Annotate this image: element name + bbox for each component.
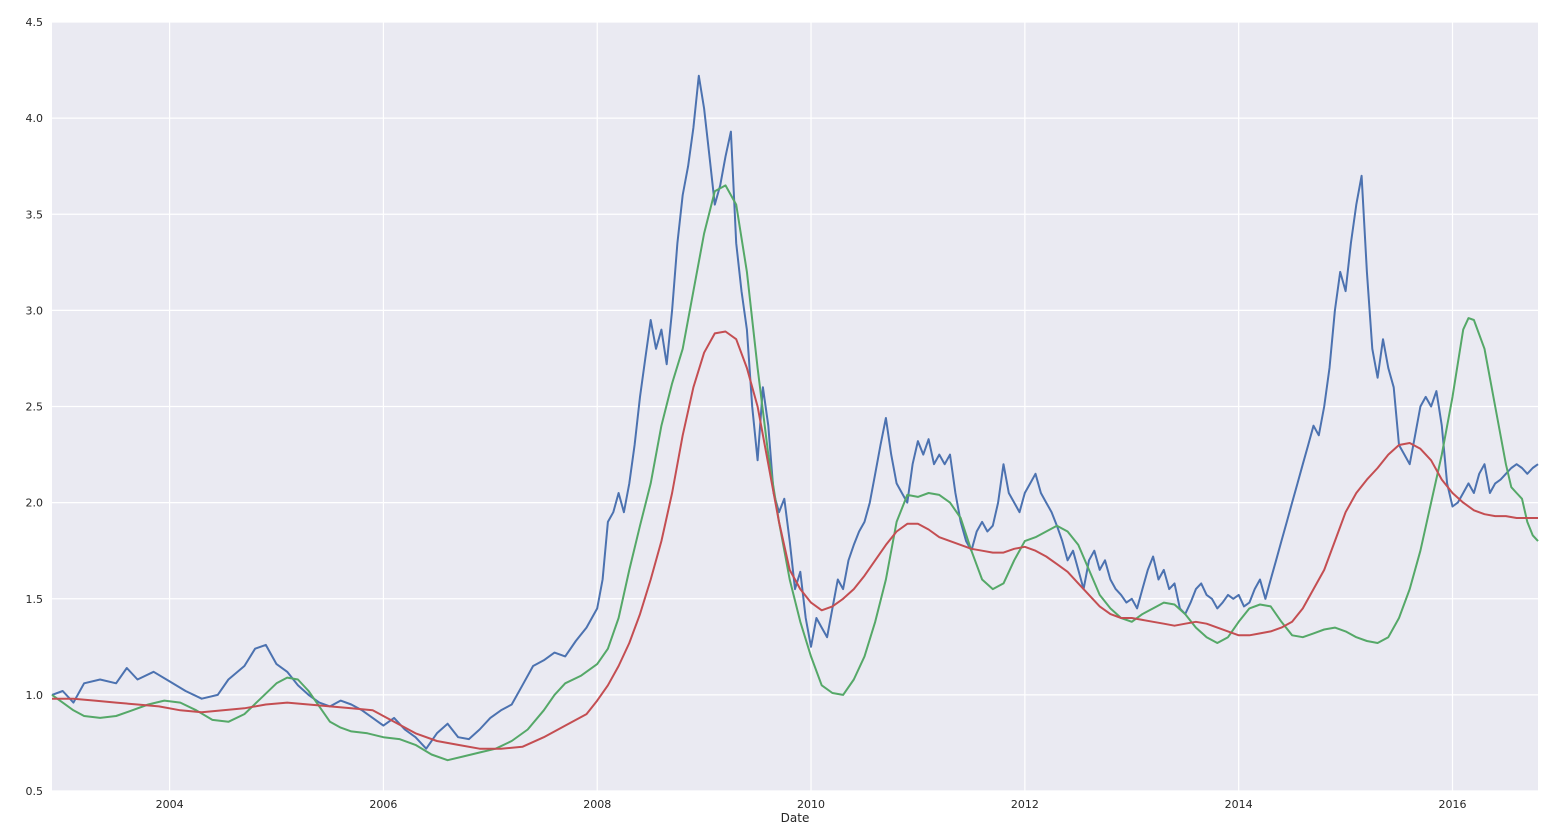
y-tick-label: 1.0 — [26, 689, 44, 702]
y-tick-label: 1.5 — [26, 593, 44, 606]
y-tick-label: 2.0 — [26, 497, 44, 510]
y-tick-label: 4.0 — [26, 112, 44, 125]
series-line-3 — [52, 330, 1538, 750]
y-tick-label: 2.5 — [26, 401, 44, 414]
y-axis-ticks: 0.5 1.0 1.5 2.0 2.5 3.0 3.5 4.0 4.5 — [26, 16, 44, 798]
x-tick-label: 2016 — [1438, 798, 1466, 811]
x-axis-label: Date — [781, 811, 810, 825]
y-tick-label: 0.5 — [26, 785, 44, 798]
x-tick-label: 2012 — [1011, 798, 1039, 811]
x-tick-label: 2004 — [156, 798, 184, 811]
y-tick-label: 4.5 — [26, 16, 44, 29]
series-line-2 — [51, 184, 1539, 762]
series-line-1 — [51, 74, 1539, 750]
x-axis-ticks: 2004 2006 2008 2010 2012 2014 2016 — [156, 798, 1467, 811]
x-tick-label: 2014 — [1225, 798, 1253, 811]
y-tick-label: 3.0 — [26, 304, 44, 317]
series-layer — [51, 74, 1539, 762]
x-tick-label: 2010 — [797, 798, 825, 811]
y-tick-label: 3.5 — [26, 208, 44, 221]
x-tick-label: 2008 — [583, 798, 611, 811]
x-tick-label: 2006 — [369, 798, 397, 811]
